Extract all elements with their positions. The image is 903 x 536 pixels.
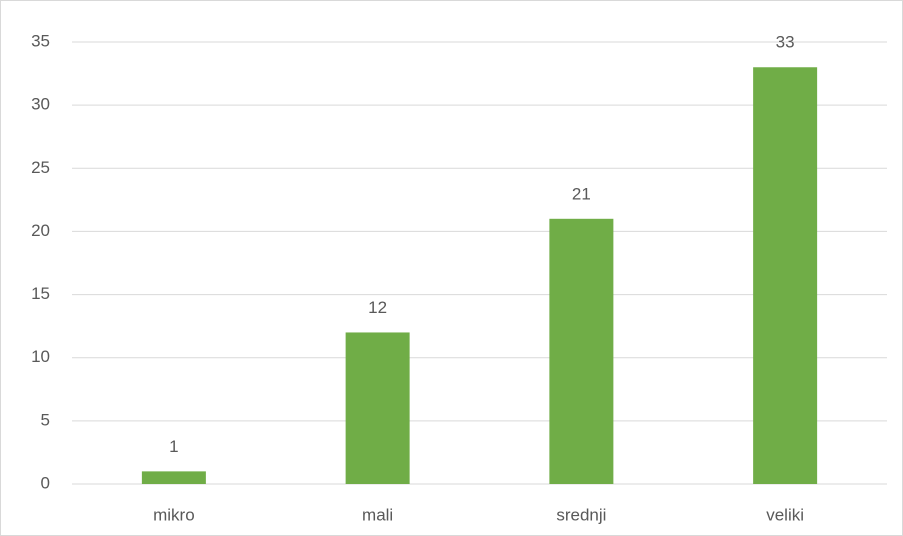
bar [345,332,410,484]
y-tick-label: 30 [31,95,50,114]
y-tick-label: 20 [31,221,50,240]
y-tick-label: 10 [31,347,50,366]
data-label: 12 [368,298,387,317]
x-tick-label: mali [362,505,393,524]
x-tick-label: srednji [556,505,606,524]
y-tick-label: 15 [31,284,50,303]
data-label: 21 [572,184,591,203]
data-label: 1 [169,437,178,456]
y-tick-label: 35 [31,31,50,50]
bar [549,218,614,485]
x-tick-label: veliki [766,505,804,524]
y-tick-label: 5 [41,410,50,429]
y-tick-label: 25 [31,158,50,177]
bar [141,471,206,484]
bar [753,67,818,484]
x-tick-label: mikro [153,505,195,524]
y-tick-label: 0 [41,473,50,492]
data-label: 33 [776,33,795,52]
